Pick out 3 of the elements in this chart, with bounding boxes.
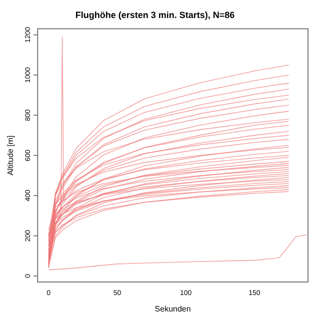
y-axis-title: Altitude [m] <box>6 135 16 176</box>
x-axis-title: Sekunden <box>154 304 191 314</box>
chart-title: Flughöhe (ersten 3 min. Starts), N=86 <box>75 10 235 20</box>
